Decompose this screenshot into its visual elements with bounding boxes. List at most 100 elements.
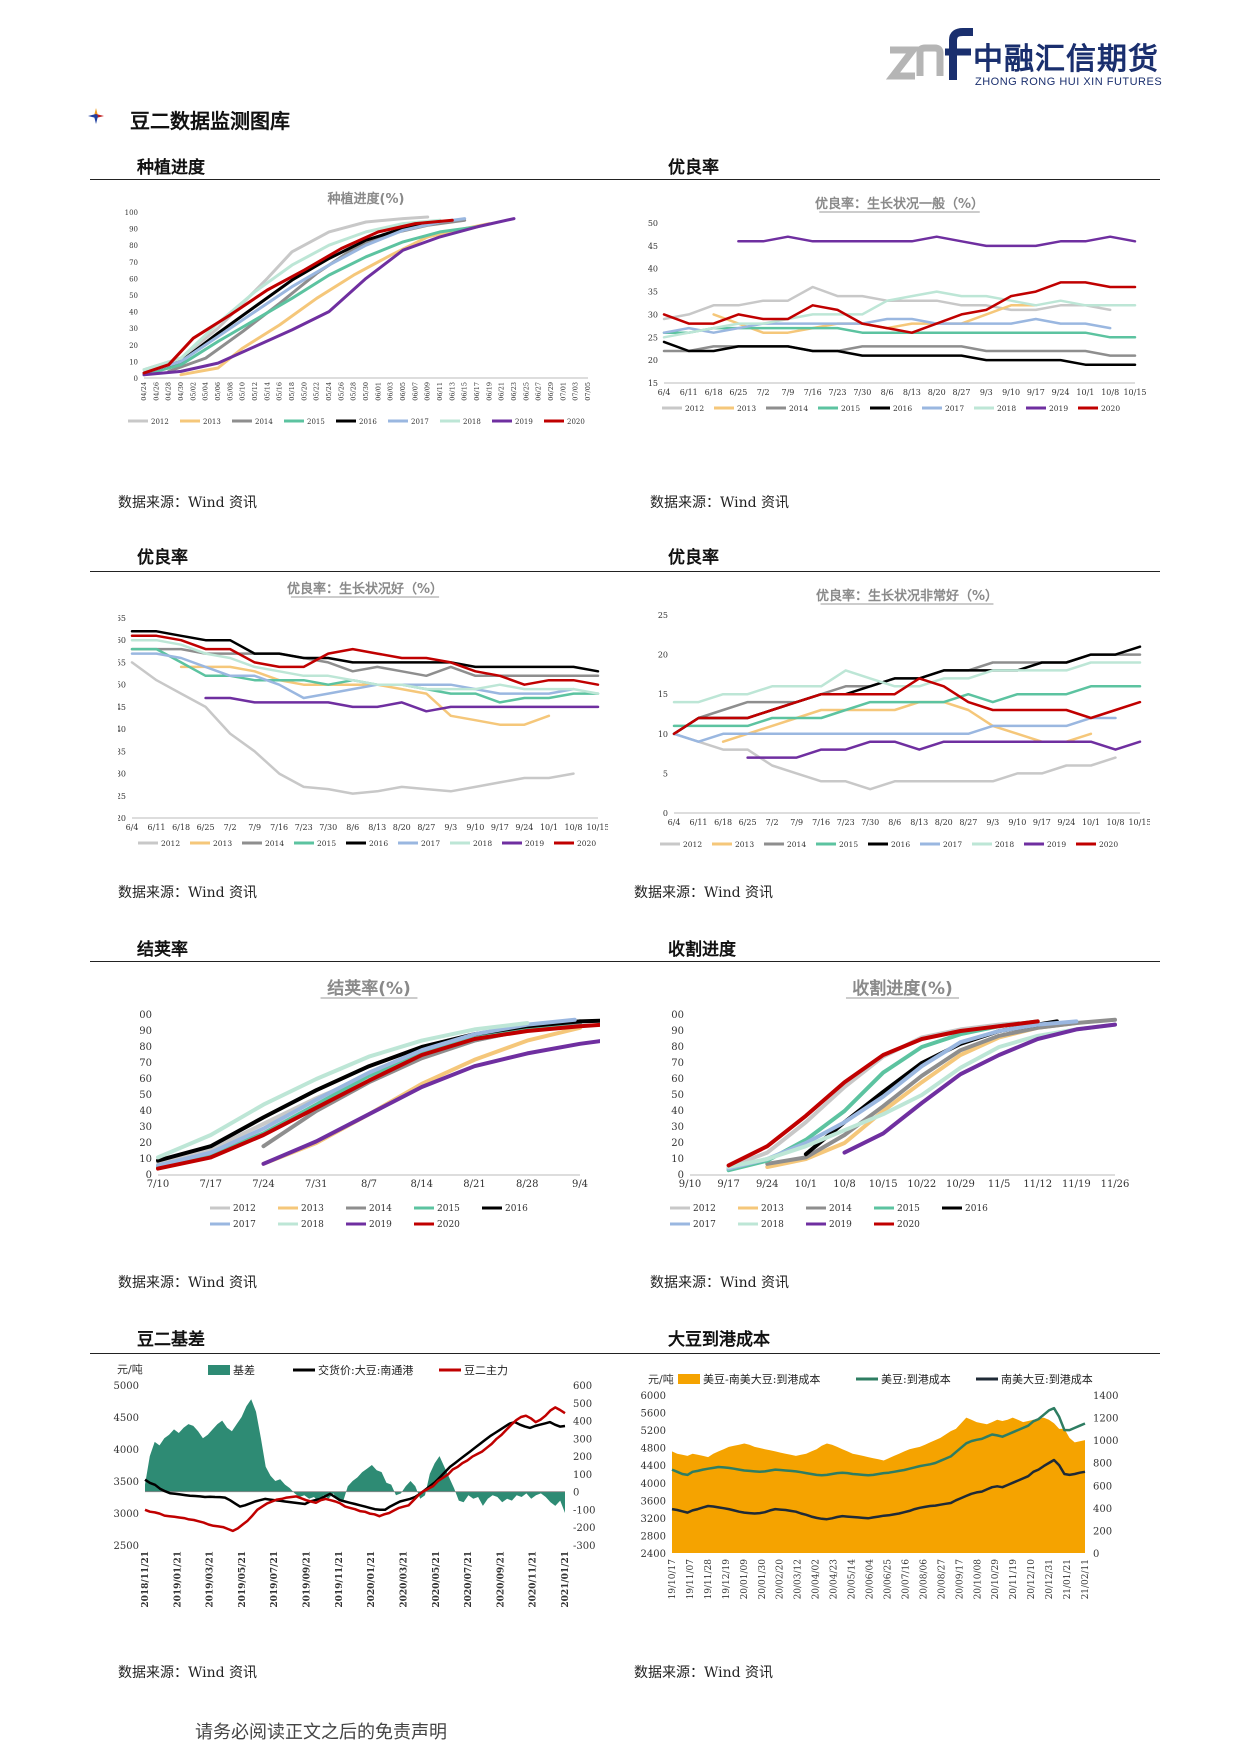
x-tick-label: 06/09 bbox=[424, 382, 432, 401]
x-tick-label: 04/28 bbox=[165, 382, 173, 401]
x-tick-label: 8/13 bbox=[903, 388, 921, 397]
x-tick-label: 20/12/10 bbox=[1027, 1559, 1037, 1600]
x-tick-label: 6/25 bbox=[739, 818, 757, 827]
legend-label-2013: 2013 bbox=[213, 839, 232, 848]
x-tick-label: 2019/01/21 bbox=[173, 1551, 183, 1608]
x-tick-label: 9/10 bbox=[466, 823, 484, 832]
x-tick-label: 7/16 bbox=[270, 823, 288, 832]
x-tick-label: 7/31 bbox=[305, 1179, 327, 1190]
x-tick-label: 2019/09/21 bbox=[303, 1551, 313, 1608]
logo-en-text: ZHONG RONG HUI XIN FUTURES bbox=[975, 76, 1163, 88]
legend-label-2016: 2016 bbox=[369, 839, 388, 848]
x-tick-label: 8/20 bbox=[393, 823, 411, 832]
y-tick-label: 70 bbox=[671, 1058, 684, 1069]
x-tick-label: 20/12/31 bbox=[1045, 1559, 1055, 1599]
series-line-2017 bbox=[130, 652, 575, 700]
series-line-2020 bbox=[142, 218, 454, 375]
legend-label: 美豆-南美大豆:到港成本 bbox=[703, 1372, 820, 1386]
legend-label-2012: 2012 bbox=[683, 840, 702, 849]
x-tick-label: 11/5 bbox=[988, 1179, 1010, 1190]
y-tick-label: 60 bbox=[671, 1074, 684, 1085]
x-tick-label: 04/26 bbox=[152, 382, 160, 401]
y-left-tick-label: 3600 bbox=[641, 1496, 666, 1507]
y-tick-label: 25 bbox=[648, 333, 658, 342]
y-tick-label: 10 bbox=[671, 1154, 684, 1165]
x-tick-label: 06/11 bbox=[436, 382, 444, 401]
x-tick-label: 06/05 bbox=[399, 382, 407, 401]
legend-label-2017: 2017 bbox=[411, 418, 429, 426]
series-line-2017 bbox=[662, 317, 1112, 334]
x-tick-label: 05/26 bbox=[337, 382, 345, 401]
legend-label-2016: 2016 bbox=[965, 1204, 988, 1214]
y-tick-label: 30 bbox=[140, 1122, 152, 1133]
section-title-harvest: 收割进度 bbox=[668, 940, 736, 960]
y-tick-label: 10 bbox=[140, 1154, 152, 1165]
x-tick-label: 7/30 bbox=[861, 818, 879, 827]
x-tick-label: 05/12 bbox=[251, 382, 259, 401]
y-left-tick-label: 5200 bbox=[641, 1426, 666, 1437]
x-tick-label: 9/3 bbox=[986, 818, 999, 827]
x-tick-label: 06/23 bbox=[510, 382, 518, 401]
y-tick-label: 90 bbox=[671, 1026, 684, 1037]
logo-cn-text: 中融汇信期货 bbox=[973, 42, 1159, 77]
series-line-2020 bbox=[156, 1022, 600, 1171]
legend-label-2016: 2016 bbox=[891, 840, 910, 849]
y-right-tick-label: 1400 bbox=[1093, 1391, 1118, 1402]
x-tick-label: 9/10 bbox=[1002, 388, 1020, 397]
series-line-2017 bbox=[142, 217, 467, 375]
section-title-excellent: 优良率 bbox=[668, 548, 719, 568]
series-line-2020 bbox=[130, 634, 600, 686]
x-tick-label: 10/8 bbox=[1106, 818, 1124, 827]
x-tick-label: 19/11/07 bbox=[686, 1559, 696, 1600]
series-line-2019 bbox=[737, 235, 1137, 248]
chart-condition-good: 优良率：生长状况好（%） 20 25 30 35 40 45 50 55 60 65 6/4 6/11 6… bbox=[118, 581, 608, 848]
y-tick-label: 100 bbox=[125, 209, 138, 217]
source-note: 数据来源：Wind 资讯 bbox=[118, 495, 258, 511]
series-line-2019 bbox=[261, 1039, 600, 1166]
x-tick-label: 07/01 bbox=[559, 382, 567, 401]
legend-label-2014: 2014 bbox=[265, 839, 284, 848]
y-tick-label: 90 bbox=[140, 1026, 152, 1037]
x-tick-label: 2020/05/21 bbox=[432, 1551, 442, 1608]
y-right-tick-label: 0 bbox=[1093, 1549, 1099, 1560]
legend-label-2014: 2014 bbox=[255, 418, 273, 426]
series-line-2018 bbox=[130, 638, 600, 695]
x-tick-label: 20/10/08 bbox=[973, 1559, 983, 1600]
y-left-tick-label: 2800 bbox=[641, 1531, 666, 1542]
legend-label-2018: 2018 bbox=[473, 839, 492, 848]
y-tick-label: 30 bbox=[129, 325, 138, 333]
y-tick-label: 70 bbox=[140, 1058, 152, 1069]
x-tick-label: 6/4 bbox=[668, 818, 681, 827]
legend-label: 豆二主力 bbox=[464, 1364, 508, 1377]
section-title-good: 优良率 bbox=[137, 548, 188, 568]
series-line-2018 bbox=[156, 1021, 530, 1160]
y-left-tick-label: 5000 bbox=[114, 1381, 139, 1392]
legend-label-2019: 2019 bbox=[1049, 404, 1068, 413]
y-tick-label: 10 bbox=[129, 358, 138, 366]
company-logo: 中融汇信期货 ZHONG RONG HUI XIN FUTURES bbox=[885, 28, 1175, 90]
x-tick-label: 06/29 bbox=[547, 382, 555, 401]
x-tick-label: 6/18 bbox=[172, 823, 190, 832]
series-line-2019 bbox=[842, 1022, 1117, 1155]
y-tick-label: 60 bbox=[118, 636, 126, 645]
x-tick-label: 7/30 bbox=[319, 823, 337, 832]
y-tick-label: 65 bbox=[118, 614, 126, 623]
legend-label-2014: 2014 bbox=[829, 1204, 852, 1214]
x-tick-label: 8/20 bbox=[928, 388, 946, 397]
chart-title: 收割进度(%) bbox=[852, 978, 953, 999]
legend-label-2015: 2015 bbox=[437, 1204, 460, 1214]
x-tick-label: 9/3 bbox=[980, 388, 993, 397]
legend-label-2015: 2015 bbox=[841, 404, 860, 413]
chart-planting-progress: 种植进度(%) 0 10 20 30 40 50 60 70 80 90 100 04/24 04/26 0… bbox=[125, 191, 592, 426]
y-tick-label: 30 bbox=[118, 770, 126, 779]
y-left-tick-label: 3000 bbox=[114, 1509, 139, 1520]
y-tick-label: 40 bbox=[129, 309, 138, 317]
series-line-2016 bbox=[672, 645, 1142, 736]
legend-label-2013: 2013 bbox=[761, 1204, 784, 1214]
y-tick-label: 20 bbox=[118, 814, 126, 823]
x-tick-label: 20/08/06 bbox=[919, 1559, 929, 1600]
y-left-tick-label: 3200 bbox=[641, 1514, 666, 1525]
x-tick-label: 9/24 bbox=[1057, 818, 1075, 827]
x-tick-label: 7/9 bbox=[248, 823, 261, 832]
x-tick-label: 2019/03/21 bbox=[206, 1551, 216, 1608]
